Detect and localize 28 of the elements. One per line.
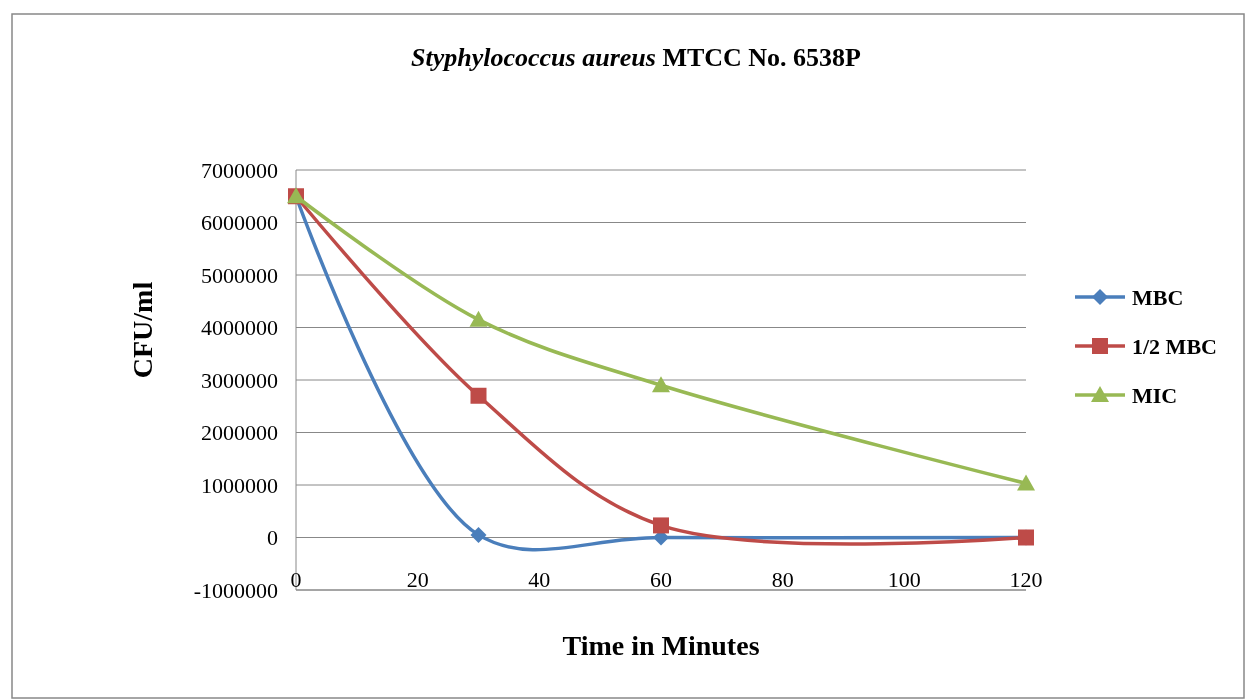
x-tick-label: 120 <box>1009 567 1043 592</box>
y-axis-title: CFU/ml <box>127 281 158 379</box>
y-tick-label: 7000000 <box>201 157 278 183</box>
point <box>470 526 487 543</box>
point <box>652 376 670 393</box>
x-axis-title: Time in Minutes <box>562 630 760 661</box>
legend-label: 1/2 MBC <box>1132 333 1217 359</box>
y-tick-label: 3000000 <box>201 367 278 393</box>
point <box>1017 474 1035 491</box>
legend-label: MBC <box>1132 284 1184 310</box>
point <box>470 387 487 404</box>
y-tick-label: -1000000 <box>193 577 278 603</box>
legend-label: MIC <box>1132 382 1178 408</box>
y-tick-label: 6000000 <box>201 210 278 236</box>
point <box>469 310 488 327</box>
y-tick-label: 5000000 <box>201 262 278 288</box>
x-tick-label: 20 <box>406 567 429 592</box>
chart-title: Styphylococcus aureus MTCC No. 6538P <box>411 43 862 72</box>
x-tick-label: 40 <box>528 567 551 592</box>
y-tick-label: 2000000 <box>201 420 278 446</box>
y-tick-label: 0 <box>267 525 278 551</box>
x-tick-label: 0 <box>290 567 302 592</box>
x-tick-label: 80 <box>771 567 794 592</box>
y-tick-label: 4000000 <box>201 315 278 341</box>
x-tick-label: 100 <box>887 567 921 592</box>
x-tick-label: 60 <box>650 567 672 592</box>
point <box>653 517 669 534</box>
y-tick-label: 1000000 <box>201 472 278 498</box>
